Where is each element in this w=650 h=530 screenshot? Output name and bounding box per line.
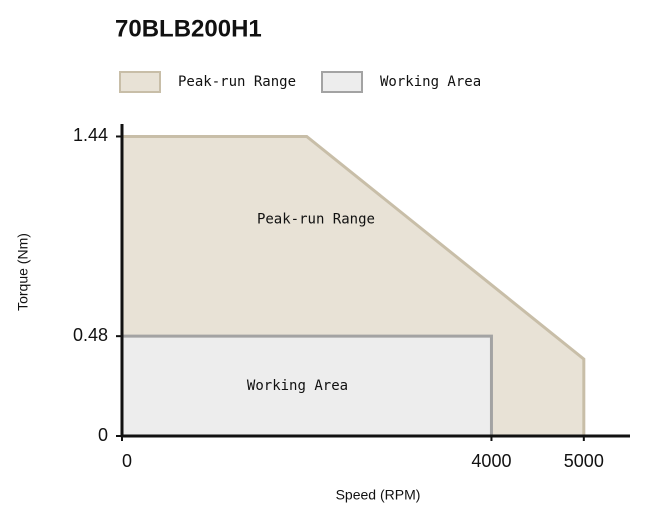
legend-swatch [119, 71, 161, 93]
y-axis-label: Torque (Nm) [15, 233, 31, 311]
y-tick-label: 0.48 [73, 325, 108, 345]
legend-swatch [321, 71, 363, 93]
legend-label: Peak-run Range [178, 74, 296, 90]
annotation: Working Area [247, 378, 348, 394]
legend-label: Working Area [380, 74, 481, 90]
x-tick-label: 0 [122, 451, 132, 471]
annotation: Peak-run Range [257, 212, 375, 228]
x-axis-label: Speed (RPM) [336, 487, 421, 503]
chart-title: 70BLB200H1 [115, 15, 262, 42]
y-tick-label: 1.44 [73, 125, 108, 145]
x-tick-label: 5000 [564, 451, 604, 471]
y-tick-label: 0 [98, 425, 108, 445]
x-tick-label: 4000 [471, 451, 511, 471]
